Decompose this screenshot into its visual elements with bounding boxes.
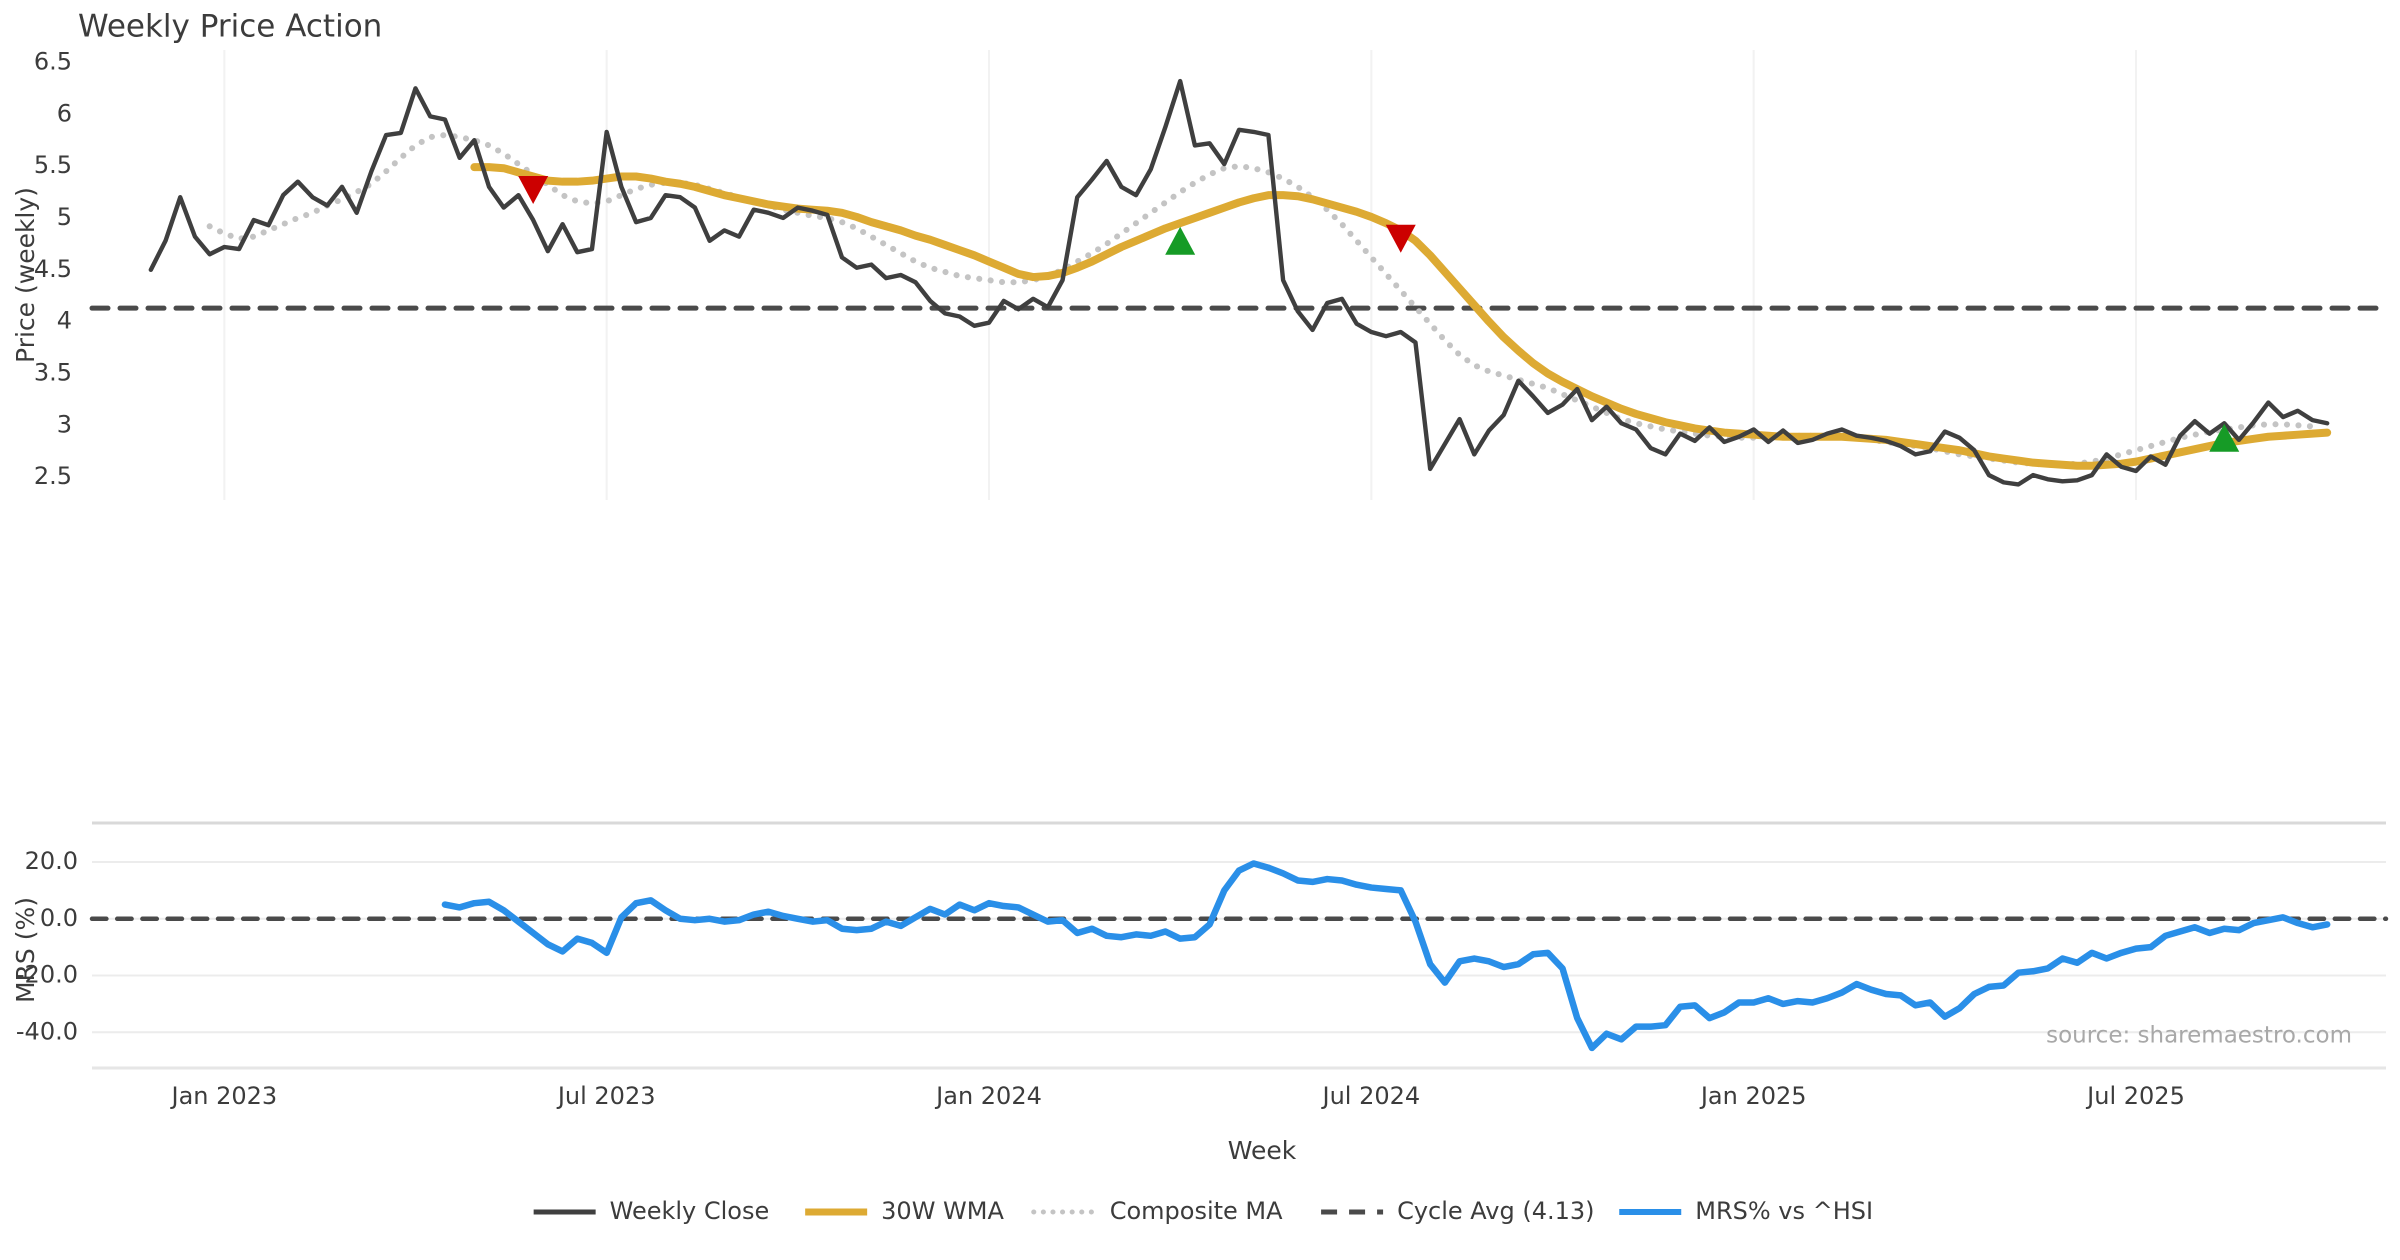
legend-item[interactable]: MRS% vs ^HSI	[1619, 1197, 1873, 1225]
x-axis-label: Week	[1228, 1136, 1297, 1165]
mrs-panel	[89, 860, 2389, 1052]
legend-item[interactable]: Cycle Avg (4.13)	[1321, 1197, 1595, 1225]
mrs-y-tick-label: 0.0	[40, 904, 78, 932]
mrs-y-axis-label: MRS (%)	[11, 897, 40, 1003]
legend-label: Weekly Close	[610, 1197, 770, 1225]
price-y-tick-label: 5.5	[34, 151, 72, 179]
legend-item[interactable]: 30W WMA	[805, 1197, 1004, 1225]
weekly-close-line	[148, 78, 2330, 487]
sell-marker-triangle	[518, 175, 549, 204]
mrs-line	[441, 860, 2331, 1052]
x-tick-label: Jul 2024	[1321, 1082, 1421, 1110]
legend-label: 30W WMA	[881, 1197, 1004, 1225]
mrs-y-tick-label: -40.0	[16, 1017, 78, 1045]
x-tick-label: Jan 2024	[934, 1082, 1042, 1110]
price-y-tick-label: 2.5	[34, 462, 72, 490]
price-y-tick-label: 4.5	[34, 255, 72, 283]
price-y-tick-label: 6.5	[34, 47, 72, 75]
legend-item[interactable]: Weekly Close	[533, 1197, 770, 1225]
x-tick-label: Jul 2025	[2085, 1082, 2185, 1110]
price-panel	[89, 78, 2389, 487]
legend-label: MRS% vs ^HSI	[1695, 1197, 1873, 1225]
legend-item[interactable]: Composite MA	[1031, 1197, 1283, 1225]
price-y-tick-label: 5	[57, 203, 72, 231]
legend-label: Cycle Avg (4.13)	[1397, 1197, 1594, 1225]
price-y-tick-label: 3.5	[34, 359, 72, 387]
buy-marker-triangle	[1165, 226, 1196, 255]
sell-marker-triangle	[1385, 224, 1416, 253]
legend-label: Composite MA	[1110, 1197, 1283, 1225]
mrs-y-tick-label: 20.0	[25, 847, 78, 875]
x-tick-label: Jan 2023	[169, 1082, 277, 1110]
price-y-tick-label: 3	[57, 410, 72, 438]
mrs-y-tick-label: -20.0	[16, 961, 78, 989]
price-y-tick-label: 4	[57, 307, 72, 335]
source-attribution: source: sharemaestro.com	[2046, 1023, 2352, 1049]
x-tick-label: Jul 2023	[556, 1082, 656, 1110]
price-y-axis-label: Price (weekly)	[11, 187, 40, 363]
price-y-tick-label: 6	[57, 99, 72, 127]
legend: Weekly Close 30W WMA Composite MA Cycle Avg…	[533, 1197, 1873, 1225]
buy-marker-triangle	[2209, 423, 2240, 452]
x-tick-label: Jan 2025	[1699, 1082, 1807, 1110]
chart-title: Weekly Price Action	[78, 9, 382, 45]
